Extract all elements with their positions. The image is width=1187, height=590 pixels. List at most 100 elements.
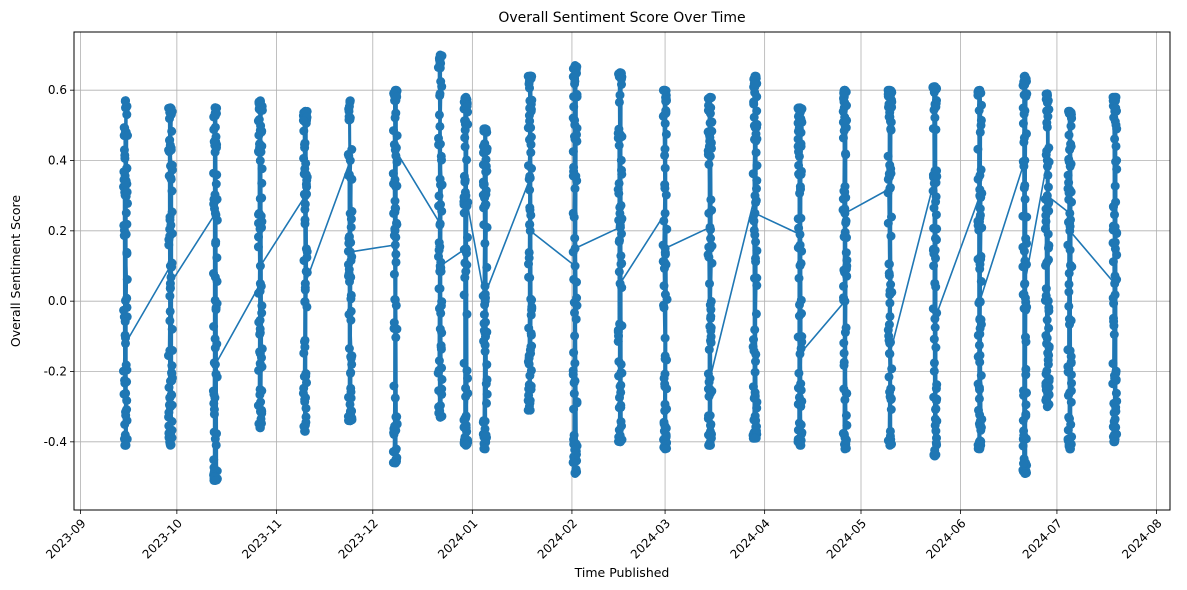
y-tick-label: -0.4 bbox=[44, 435, 67, 449]
data-point bbox=[572, 130, 581, 140]
data-point bbox=[752, 161, 762, 170]
data-point bbox=[462, 260, 472, 270]
data-point bbox=[435, 412, 445, 422]
data-point bbox=[973, 220, 983, 230]
data-point bbox=[616, 200, 626, 210]
data-point bbox=[704, 159, 714, 169]
data-point bbox=[661, 106, 671, 115]
data-point bbox=[480, 281, 490, 291]
data-point bbox=[932, 166, 942, 176]
data-point bbox=[390, 421, 400, 431]
data-point bbox=[210, 295, 220, 305]
data-point bbox=[434, 133, 443, 143]
data-point bbox=[1022, 212, 1032, 222]
data-point bbox=[167, 186, 177, 196]
data-point bbox=[1042, 315, 1052, 325]
data-point bbox=[459, 415, 469, 425]
data-point bbox=[749, 112, 759, 122]
data-point bbox=[459, 358, 469, 368]
data-point bbox=[164, 235, 174, 245]
data-point bbox=[257, 178, 267, 188]
data-point bbox=[794, 368, 804, 378]
data-point bbox=[1063, 170, 1073, 180]
data-point bbox=[749, 335, 758, 344]
data-point bbox=[796, 401, 806, 411]
data-point bbox=[797, 332, 807, 341]
data-point bbox=[930, 414, 940, 424]
data-point bbox=[436, 341, 446, 350]
data-point bbox=[459, 422, 469, 432]
data-point bbox=[569, 162, 579, 172]
data-point bbox=[572, 62, 582, 72]
data-point bbox=[572, 277, 581, 287]
data-point bbox=[345, 247, 355, 257]
data-point bbox=[345, 416, 355, 426]
data-point bbox=[1041, 284, 1051, 294]
data-point bbox=[525, 171, 535, 181]
data-point bbox=[525, 116, 535, 126]
data-point bbox=[462, 101, 472, 111]
data-point bbox=[794, 273, 804, 283]
data-point bbox=[1110, 181, 1120, 191]
data-point bbox=[796, 258, 806, 268]
data-point bbox=[167, 258, 177, 268]
data-point bbox=[839, 88, 849, 98]
data-point bbox=[705, 279, 714, 289]
data-point bbox=[525, 185, 535, 195]
data-point bbox=[662, 294, 672, 304]
data-point bbox=[165, 279, 175, 289]
data-point bbox=[840, 187, 850, 197]
data-point bbox=[433, 63, 443, 72]
data-point bbox=[211, 305, 221, 315]
data-point bbox=[1044, 323, 1054, 333]
data-point bbox=[481, 430, 491, 440]
data-point bbox=[793, 214, 803, 224]
data-point bbox=[300, 297, 310, 307]
data-point bbox=[658, 85, 668, 95]
data-point bbox=[212, 276, 222, 286]
data-point bbox=[479, 418, 489, 427]
data-point bbox=[482, 398, 491, 408]
data-point bbox=[1042, 381, 1052, 391]
data-point bbox=[462, 366, 472, 376]
data-point bbox=[392, 324, 402, 334]
data-point bbox=[839, 338, 849, 348]
data-point bbox=[931, 438, 941, 448]
data-point bbox=[884, 268, 894, 278]
data-point bbox=[254, 115, 264, 124]
data-point bbox=[121, 360, 131, 370]
data-point bbox=[525, 345, 535, 355]
data-point bbox=[434, 201, 444, 211]
data-point bbox=[344, 344, 354, 353]
data-point bbox=[390, 240, 400, 250]
data-point bbox=[1018, 80, 1028, 90]
data-point bbox=[1110, 437, 1120, 447]
data-point bbox=[257, 193, 267, 203]
data-point bbox=[211, 179, 221, 189]
data-point bbox=[752, 92, 762, 102]
data-point bbox=[615, 437, 625, 447]
data-point bbox=[1021, 400, 1031, 410]
data-point bbox=[344, 232, 354, 241]
y-tick-label: 0.2 bbox=[48, 224, 67, 238]
data-point bbox=[659, 303, 669, 313]
data-point bbox=[797, 117, 807, 127]
data-point bbox=[570, 358, 580, 368]
data-point bbox=[660, 163, 670, 173]
data-point bbox=[572, 398, 582, 408]
data-point bbox=[435, 284, 445, 294]
data-point bbox=[1020, 279, 1030, 289]
data-point bbox=[751, 253, 760, 263]
data-point bbox=[1067, 113, 1077, 123]
data-point bbox=[839, 384, 849, 394]
data-point bbox=[662, 384, 672, 394]
data-point bbox=[885, 160, 895, 170]
data-point bbox=[660, 208, 670, 218]
data-point bbox=[750, 230, 760, 240]
data-point bbox=[751, 357, 760, 366]
data-point bbox=[568, 147, 578, 157]
data-point bbox=[839, 295, 849, 305]
data-point bbox=[974, 405, 983, 415]
data-point bbox=[1020, 469, 1030, 478]
data-point bbox=[1018, 157, 1028, 167]
